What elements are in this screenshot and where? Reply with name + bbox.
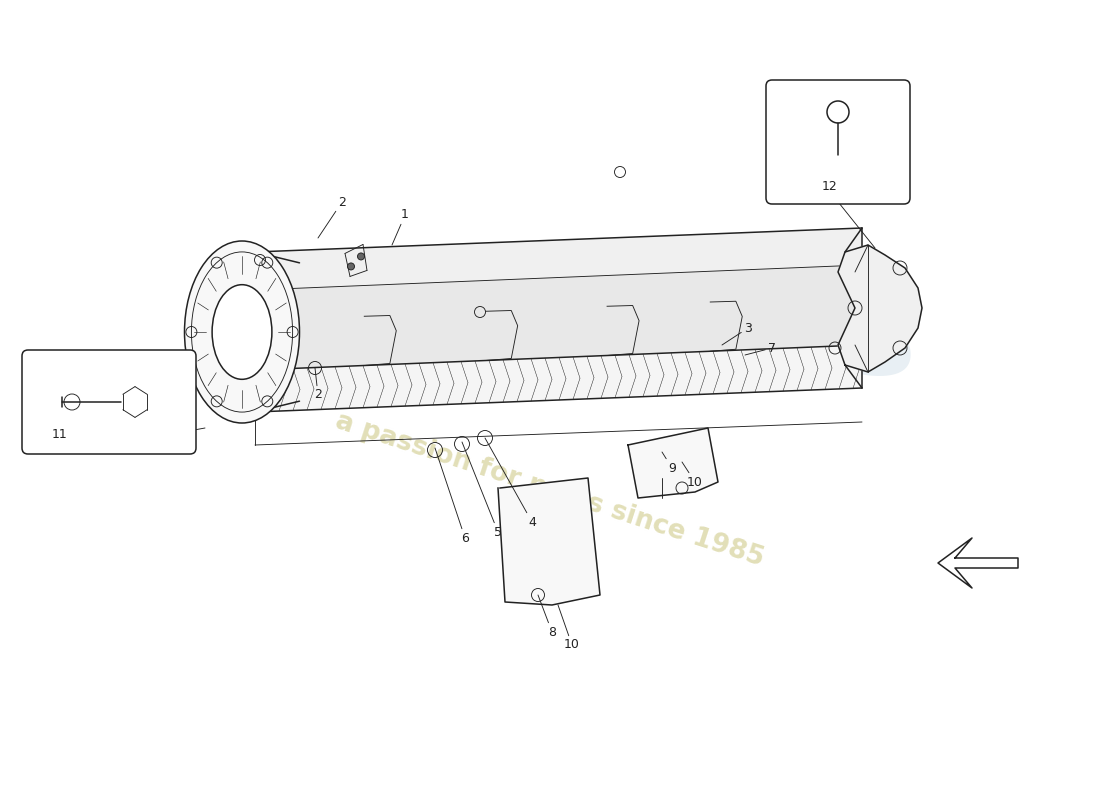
Text: 2: 2 <box>318 195 345 238</box>
Polygon shape <box>838 245 922 372</box>
Text: euroParts: euroParts <box>243 282 917 398</box>
Polygon shape <box>255 265 862 370</box>
Text: 11: 11 <box>52 428 68 441</box>
Text: 2: 2 <box>315 368 322 402</box>
Polygon shape <box>628 428 718 498</box>
Polygon shape <box>255 345 862 412</box>
Polygon shape <box>498 478 600 605</box>
FancyBboxPatch shape <box>22 350 196 454</box>
Text: 7: 7 <box>745 342 776 355</box>
Text: a passion for parts since 1985: a passion for parts since 1985 <box>332 408 768 572</box>
Text: 3: 3 <box>722 322 752 345</box>
Text: 4: 4 <box>485 438 536 529</box>
Text: 6: 6 <box>434 448 469 545</box>
Polygon shape <box>255 228 862 290</box>
Ellipse shape <box>212 285 272 379</box>
Text: 8: 8 <box>538 595 556 638</box>
Text: 12: 12 <box>822 180 838 193</box>
Text: 5: 5 <box>462 442 502 538</box>
FancyBboxPatch shape <box>766 80 910 204</box>
Text: 10: 10 <box>682 462 703 489</box>
Text: 9: 9 <box>662 452 675 474</box>
Text: 1: 1 <box>392 209 409 245</box>
Text: 10: 10 <box>558 605 580 651</box>
Circle shape <box>348 263 354 270</box>
Circle shape <box>358 253 364 260</box>
Ellipse shape <box>185 241 299 423</box>
